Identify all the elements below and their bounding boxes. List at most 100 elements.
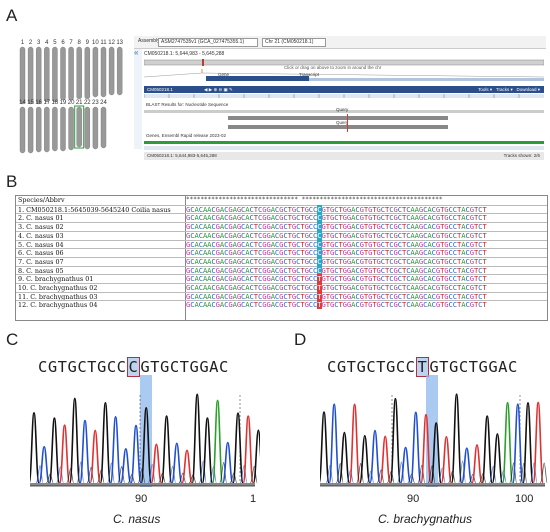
alignment-divider [185, 196, 186, 320]
chromosome-label-13: 13 [116, 40, 123, 46]
chromosome-5 [52, 46, 58, 103]
chromosome-highlight-box [74, 105, 85, 149]
alignment-row: 4. C. nasus 03 GCACAACGACGAGCACTCGGACGCTG… [16, 230, 547, 240]
alignment-sequence: GCACAACGACGAGCACTCGGACGCTGCTGCCCGTGCTGGA… [186, 248, 487, 258]
alignment-sample-name: 9. C. brachygnathus 01 [18, 275, 94, 284]
alignment-snp: T [317, 291, 322, 301]
chromosome-11 [100, 46, 107, 98]
chromosome-select[interactable]: Chr 21 (CM050218.1) [262, 38, 326, 47]
chromatogram-d-tick-90: 90 [407, 493, 420, 505]
tracks-button[interactable]: Tracks [495, 87, 510, 92]
browser-topbar: Assembly: ASM2747535v1 (GCA_027475355.1)… [134, 36, 546, 49]
tools-button[interactable]: Tools [478, 87, 489, 92]
chromosome-label-9: 9 [86, 40, 90, 46]
alignment-sequence: GCACAACGACGAGCACTCGGACGCTGCTGCCTGTGCTGGA… [186, 283, 487, 292]
chromosome-2 [27, 46, 34, 105]
chromatogram-d-seq-right: GTGCTGGAC [429, 358, 518, 376]
chromatogram-c-snp: C [126, 357, 141, 377]
alignment-sequence: GCACAACGACGAGCACTCGGACGCTGCTGCCCGTGCTGGA… [186, 213, 487, 223]
chromosome-label-23: 23 [92, 100, 99, 106]
chromosome-label-4: 4 [45, 40, 49, 46]
chromatogram-c-tick-90: 90 [135, 493, 148, 505]
alignment-snp: C [317, 230, 322, 240]
sequence-alignment: Species/Abbrv **************************… [15, 195, 548, 321]
chromosome-label-22: 22 [84, 100, 91, 106]
chromosome-23 [92, 106, 99, 150]
chromosome-18 [52, 106, 58, 152]
chromosome-17 [44, 106, 50, 153]
alignment-sequence: GCACAACGACGAGCACTCGGACGCTGCTGCCCGTGCTGGA… [186, 239, 487, 249]
chromosome-24 [100, 106, 107, 149]
genes-header: Genes, Ensembl Rapid release 2023-02 [146, 133, 227, 138]
tracks-shown: Tracks shown: 2/6 [503, 153, 540, 158]
chromatogram-c-trace [30, 375, 260, 487]
alignment-snp: C [317, 265, 322, 275]
chromatogram-c-seq-left: CGTGCTGCC [38, 358, 127, 376]
chromosome-label-21: 21 [76, 100, 83, 106]
chromatogram-c-sequence: CGTGCTGCC C GTGCTGGAC [38, 357, 229, 377]
chromatogram-d-trace [320, 375, 548, 487]
double-chevron-left-icon[interactable]: « [134, 48, 139, 57]
alignment-row: 12. C. brachygnathus 04 GCACAACGACGAGCACT… [16, 300, 547, 310]
assembly-select[interactable]: ASM2747535v1 (GCA_027475355.1) [158, 38, 258, 47]
alignment-sequence: GCACAACGACGAGCACTCGGACGCTGCTGCCTGTGCTGGA… [186, 291, 487, 301]
alignment-row: 2. C. nasus 01 GCACAACGACGAGCACTCGGACGCTG… [16, 213, 547, 223]
query-label-1: Query [336, 107, 349, 112]
blast-header: BLAST Results for: Nucleotide Sequence [146, 102, 229, 107]
alignment-snp: C [317, 248, 322, 258]
alignment-sample-name: 11. C. brachygnathus 03 [18, 292, 98, 301]
chromosome-9 [84, 46, 91, 100]
chromosome-19 [60, 106, 66, 152]
conservation-markers: ******************************* ********… [186, 196, 443, 203]
chromosome-label-8: 8 [78, 40, 82, 46]
ruler-ticks [144, 94, 520, 98]
chromosome-20 [68, 106, 74, 151]
download-button[interactable]: Download [516, 87, 537, 92]
gene-label: Gene [218, 72, 230, 77]
alignment-row: 7. C. nasus 07 GCACAACGACGAGCACTCGGACGCTG… [16, 256, 547, 266]
chromosome-label-7: 7 [69, 40, 73, 46]
chromosome-label-3: 3 [37, 40, 41, 46]
query-label-2: Query [336, 120, 349, 125]
toolbar-icons[interactable]: ◀ ▶ ⊕ ⊖ ▣ ✎ [204, 87, 233, 92]
alignment-sample-name: 7. C. nasus 07 [18, 257, 64, 266]
chromosome-21 [76, 106, 82, 148]
gene-track-overview [144, 69, 544, 81]
chromatogram-d-sequence: CGTGCTGCC T GTGCTGGAC [327, 357, 518, 377]
chromosome-label-5: 5 [53, 40, 57, 46]
alignment-snp: C [317, 256, 322, 266]
location-text: CM050218.1: 5,644,983 - 5,645,288 [144, 51, 225, 57]
alignment-header-row: Species/Abbrv **************************… [16, 196, 547, 205]
alignment-sample-name: 6. C. nasus 06 [18, 249, 64, 258]
browser-footer: CM050218.1: 5,644,983-5,645,288 Tracks s… [144, 152, 544, 160]
panel-letter-b: B [6, 172, 18, 191]
alignment-sample-name: 12. C. brachygnathus 04 [18, 301, 98, 310]
transcript-label: Transcript [299, 72, 319, 77]
overview-caption: Click or drag on above to zoom in around… [284, 65, 382, 70]
chromatogram-c-tick-end: 1 [250, 493, 257, 505]
alignment-snp: C [317, 204, 322, 214]
alignment-sample-name: 2. C. nasus 01 [18, 214, 64, 223]
alignment-snp: C [317, 213, 322, 223]
chromosome-16 [36, 106, 42, 153]
alignment-sample-name: 5. C. nasus 04 [18, 240, 64, 249]
alignment-sequence: GCACAACGACGAGCACTCGGACGCTGCTGCCCGTGCTGGA… [186, 222, 487, 232]
chromosome-label-20: 20 [68, 100, 75, 106]
panel-letter-a: A [6, 6, 18, 25]
chromosome-overview[interactable] [144, 59, 544, 69]
alignment-row: 1. CM050218.1:5645039-5645240 Coilia nas… [16, 204, 547, 214]
collapse-panel[interactable]: « [134, 49, 142, 149]
gene-model-track [144, 141, 544, 144]
chromosome-label-2: 2 [29, 40, 33, 46]
alignment-header-label: Species/Abbrv [18, 196, 65, 204]
alignment-snp: C [317, 239, 322, 249]
chromosome-14 [19, 106, 26, 154]
alignment-row: 3. C. nasus 02 GCACAACGACGAGCACTCGGACGCTG… [16, 222, 547, 232]
alignment-row: 11. C. brachygnathus 03 GCACAACGACGAGCACT… [16, 291, 547, 301]
chromosome-7 [68, 46, 74, 101]
chromosome-label-1: 1 [21, 40, 25, 46]
region-label: CM050218.1 [147, 87, 173, 92]
chromosome-label-6: 6 [61, 40, 65, 46]
browser-tools[interactable]: Tools ▾ Tracks ▾ Download ▾ [478, 87, 540, 92]
